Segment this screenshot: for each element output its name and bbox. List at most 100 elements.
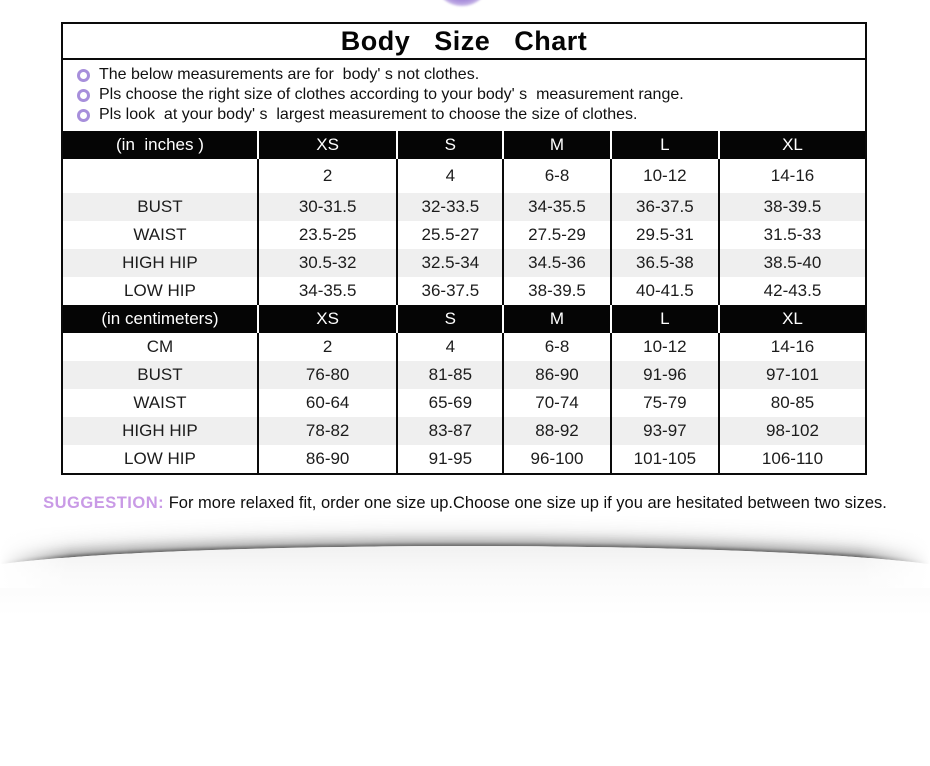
- size-cell: 36.5-38: [609, 249, 719, 277]
- inches-section-title: (in inches ): [63, 131, 258, 159]
- table-row-bust-in: BUST 30-31.5 32-33.5 34-35.5 36-37.5 38-…: [63, 193, 865, 221]
- row-label: BUST: [137, 365, 183, 384]
- size-cell: 34-35.5: [502, 193, 611, 221]
- note-text: Pls choose the right size of clothes acc…: [99, 86, 684, 103]
- size-cell: 25.5-27: [396, 221, 504, 249]
- row-label: CM: [146, 337, 174, 356]
- size-cell: 101-105: [609, 445, 719, 473]
- suggestion-text: For more relaxed fit, order one size up.…: [164, 494, 887, 512]
- column-header-l: L: [609, 131, 719, 159]
- bullet-icon: [77, 68, 90, 82]
- size-cell: 81-85: [396, 361, 504, 389]
- title-bar: Body Size Chart: [63, 24, 865, 60]
- table-row-lowhip-in: LOW HIP 34-35.5 36-37.5 38-39.5 40-41.5 …: [63, 277, 865, 305]
- size-cell: 27.5-29: [502, 221, 611, 249]
- size-cell: 23.5-25: [256, 221, 398, 249]
- size-cell: 2: [256, 159, 398, 193]
- size-cell: 38-39.5: [718, 193, 865, 221]
- size-cell: 32.5-34: [396, 249, 504, 277]
- size-cell: 30.5-32: [256, 249, 398, 277]
- size-cell: 38.5-40: [718, 249, 865, 277]
- size-cell: 40-41.5: [609, 277, 719, 305]
- inches-header-row: (in inches ) XS S M L XL: [63, 131, 865, 159]
- size-cell: 38-39.5: [502, 277, 611, 305]
- note-text: The below measurements are for body' s n…: [99, 66, 480, 83]
- size-cell: 29.5-31: [609, 221, 719, 249]
- size-cell: 36-37.5: [609, 193, 719, 221]
- size-cell: 97-101: [718, 361, 865, 389]
- suggestion-line: SUGGESTION: For more relaxed fit, order …: [0, 494, 930, 513]
- purple-dot-decoration: [436, 0, 488, 6]
- size-cell: 83-87: [396, 417, 504, 445]
- page-curl-shadow: [0, 546, 930, 766]
- size-cell: 86-90: [256, 445, 398, 473]
- size-cell: 80-85: [718, 389, 865, 417]
- note-line: Pls choose the right size of clothes acc…: [75, 85, 857, 105]
- size-cell: 98-102: [718, 417, 865, 445]
- table-row-us-sizes: 2 4 6-8 10-12 14-16: [63, 159, 865, 193]
- table-row-bust-cm: BUST 76-80 81-85 86-90 91-96 97-101: [63, 361, 865, 389]
- size-cell: 2: [256, 333, 398, 361]
- bullet-icon: [77, 88, 90, 102]
- column-header-xl: XL: [718, 305, 865, 333]
- size-cell: 96-100: [502, 445, 611, 473]
- centimeters-header-row: (in centimeters) XS S M L XL: [63, 305, 865, 333]
- size-cell: 65-69: [396, 389, 504, 417]
- row-label: HIGH HIP: [122, 253, 198, 272]
- size-cell: 70-74: [502, 389, 611, 417]
- column-header-xs: XS: [256, 305, 398, 333]
- size-cell: 14-16: [718, 333, 865, 361]
- column-header-m: M: [502, 131, 611, 159]
- table-row-waist-in: WAIST 23.5-25 25.5-27 27.5-29 29.5-31 31…: [63, 221, 865, 249]
- table-row-highhip-cm: HIGH HIP 78-82 83-87 88-92 93-97 98-102: [63, 417, 865, 445]
- page-title: Body Size Chart: [340, 25, 588, 56]
- table-row-cm-sizes: CM 2 4 6-8 10-12 14-16: [63, 333, 865, 361]
- row-label: HIGH HIP: [122, 421, 198, 440]
- size-cell: 75-79: [609, 389, 719, 417]
- row-label: WAIST: [133, 393, 187, 412]
- note-line: Pls look at your body' s largest measure…: [75, 105, 857, 125]
- column-header-s: S: [396, 131, 504, 159]
- size-cell: 31.5-33: [718, 221, 865, 249]
- size-chart-panel: Body Size Chart The below measurements a…: [61, 22, 867, 475]
- size-cell: 4: [396, 159, 504, 193]
- size-cell: 91-95: [396, 445, 504, 473]
- size-cell: 91-96: [609, 361, 719, 389]
- row-label: LOW HIP: [124, 281, 196, 300]
- row-label: BUST: [137, 197, 183, 216]
- column-header-l: L: [609, 305, 719, 333]
- suggestion-label: SUGGESTION:: [43, 494, 165, 512]
- row-label: LOW HIP: [124, 449, 196, 468]
- shadow-fade-left: [0, 528, 70, 588]
- size-cell: 60-64: [256, 389, 398, 417]
- size-cell: 36-37.5: [396, 277, 504, 305]
- table-row-waist-cm: WAIST 60-64 65-69 70-74 75-79 80-85: [63, 389, 865, 417]
- size-cell: 76-80: [256, 361, 398, 389]
- size-cell: 88-92: [502, 417, 611, 445]
- note-line: The below measurements are for body' s n…: [75, 65, 857, 85]
- size-cell: 14-16: [718, 159, 865, 193]
- size-cell: 6-8: [502, 333, 611, 361]
- column-header-xl: XL: [718, 131, 865, 159]
- size-cell: 32-33.5: [396, 193, 504, 221]
- column-header-s: S: [396, 305, 504, 333]
- size-cell: 34-35.5: [256, 277, 398, 305]
- row-label: WAIST: [133, 225, 187, 244]
- size-cell: 34.5-36: [502, 249, 611, 277]
- size-cell: 6-8: [502, 159, 611, 193]
- size-cell: 93-97: [609, 417, 719, 445]
- size-cell: 4: [396, 333, 504, 361]
- size-cell: 10-12: [609, 333, 719, 361]
- shadow-fade-right: [860, 528, 930, 588]
- body-size-table: (in inches ) XS S M L XL 2 4 6-8 10-12 1…: [63, 131, 865, 473]
- column-header-xs: XS: [256, 131, 398, 159]
- centimeters-section-title: (in centimeters): [63, 305, 258, 333]
- size-cell: 78-82: [256, 417, 398, 445]
- table-row-lowhip-cm: LOW HIP 86-90 91-95 96-100 101-105 106-1…: [63, 445, 865, 473]
- note-text: Pls look at your body' s largest measure…: [99, 106, 638, 123]
- column-header-m: M: [502, 305, 611, 333]
- size-cell: 30-31.5: [256, 193, 398, 221]
- bullet-icon: [77, 108, 90, 122]
- notes-section: The below measurements are for body' s n…: [63, 60, 865, 131]
- size-cell: 10-12: [609, 159, 719, 193]
